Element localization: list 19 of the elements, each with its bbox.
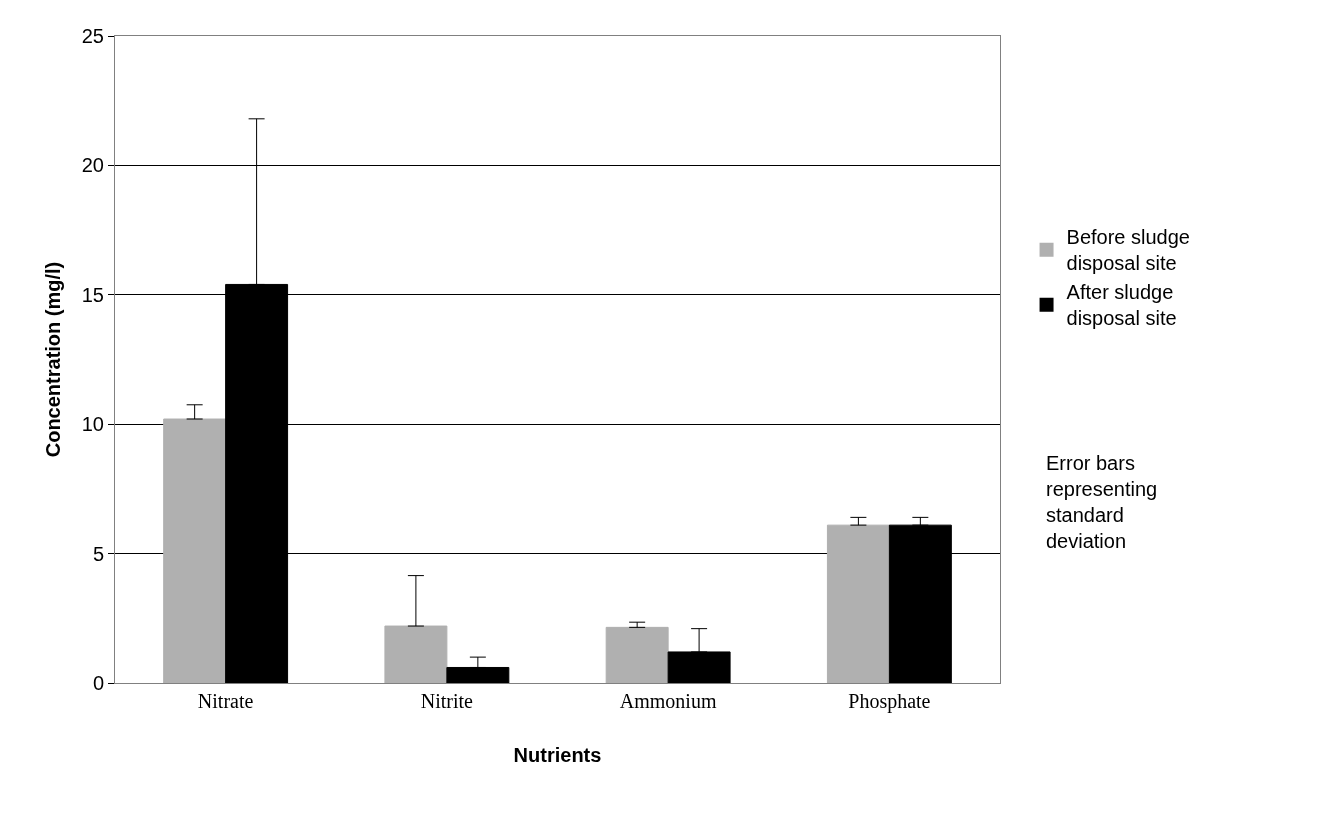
y-tick-label: 20 bbox=[81, 154, 104, 177]
x-axis-title: Nutrients bbox=[513, 743, 602, 766]
x-tick-label: Phosphate bbox=[848, 690, 931, 713]
bar bbox=[826, 524, 890, 683]
bar bbox=[163, 418, 227, 683]
y-tick-label: 5 bbox=[92, 542, 104, 565]
y-tick-label: 15 bbox=[81, 283, 104, 306]
y-tick-label: 10 bbox=[81, 413, 104, 436]
bar bbox=[384, 625, 448, 683]
x-tick-label: Ammonium bbox=[619, 690, 717, 712]
y-tick-label: 25 bbox=[81, 25, 104, 47]
x-tick-label: Nitrate bbox=[197, 690, 254, 712]
x-tick-label: Nitrite bbox=[420, 690, 474, 712]
legend-label: After sludge disposal site bbox=[1066, 281, 1177, 330]
y-axis-title: Concentration (mg/l) bbox=[42, 261, 65, 458]
y-tick-label: 0 bbox=[92, 672, 104, 694]
text: Error bars representing standard deviation bbox=[1046, 452, 1158, 552]
legend-label: Before sludge disposal site bbox=[1066, 226, 1190, 275]
bar bbox=[605, 626, 669, 683]
